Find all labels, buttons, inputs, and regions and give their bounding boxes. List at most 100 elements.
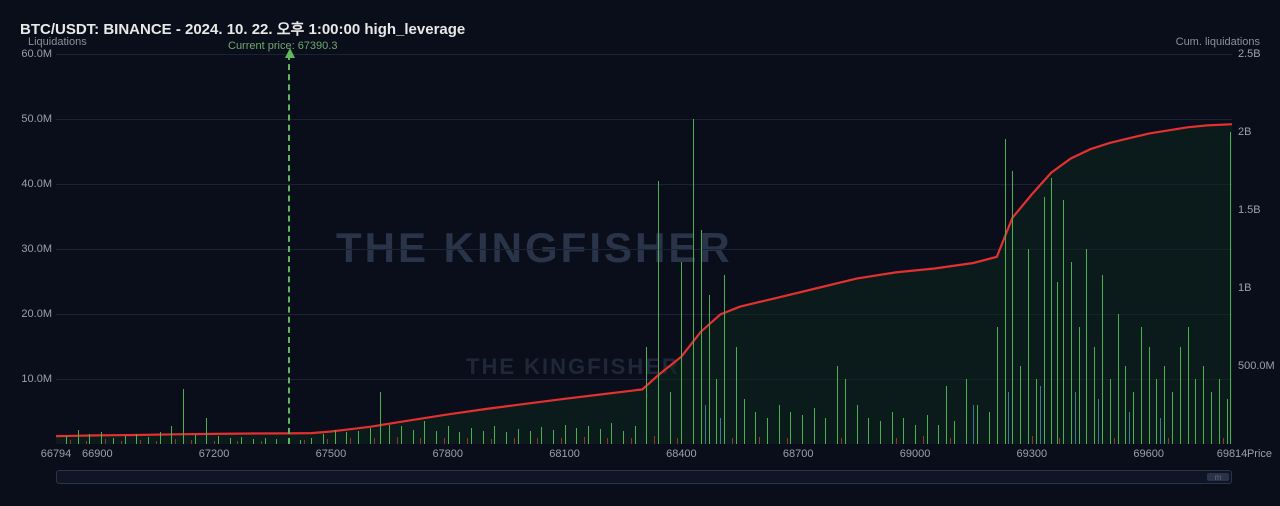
y-right-tick: 500.0M	[1232, 360, 1275, 372]
liquidation-bar	[1008, 392, 1009, 444]
y-left-tick: 10.0M	[21, 373, 56, 385]
liquidation-bar	[759, 437, 760, 444]
liquidation-bar	[300, 440, 301, 444]
arrow-up-icon	[285, 48, 295, 58]
liquidation-bar	[1168, 438, 1169, 445]
liquidation-bar	[880, 421, 881, 444]
liquidation-bar	[401, 426, 402, 444]
liquidation-bar	[459, 432, 460, 444]
liquidation-bar	[494, 426, 495, 444]
x-tick: 68700	[783, 444, 814, 460]
liquidation-bar	[261, 441, 262, 444]
x-tick: 69000	[900, 444, 931, 460]
liquidation-bar	[101, 432, 102, 444]
liquidation-bar	[736, 347, 737, 445]
liquidation-bar	[1211, 392, 1212, 444]
liquidation-bar	[787, 438, 788, 445]
liquidation-bar	[825, 418, 826, 444]
liquidation-bar	[1114, 438, 1115, 445]
liquidation-bar	[541, 427, 542, 444]
liquidation-bar	[927, 415, 928, 444]
liquidation-bar	[397, 437, 398, 444]
liquidation-bar	[989, 412, 990, 445]
liquidation-bar	[530, 431, 531, 444]
liquidation-bar	[374, 438, 375, 445]
liquidation-bar	[997, 327, 998, 444]
liquidation-bar	[611, 423, 612, 444]
liquidation-bar	[966, 379, 967, 444]
liquidation-bar	[506, 432, 507, 444]
liquidation-bar	[584, 437, 585, 444]
liquidation-bar	[1063, 200, 1064, 444]
liquidation-bar	[265, 438, 266, 445]
chart-area[interactable]: THE KINGFISHER THE KINGFISHER Price 10.0…	[56, 54, 1232, 444]
y-right-tick: 2B	[1232, 126, 1251, 138]
x-scrollbar-track[interactable]: m	[56, 470, 1232, 484]
y-left-tick: 50.0M	[21, 113, 56, 125]
liquidation-bar	[1188, 327, 1189, 444]
liquidation-bar	[658, 181, 659, 444]
liquidation-bar	[230, 438, 231, 444]
x-tick: 66794	[41, 444, 72, 460]
liquidation-bar	[483, 431, 484, 444]
liquidation-bar	[304, 440, 305, 444]
liquidation-bar	[436, 431, 437, 444]
liquidation-bar	[241, 437, 242, 444]
liquidation-bar	[420, 438, 421, 445]
liquidation-bar	[125, 436, 126, 444]
liquidation-bar	[136, 434, 137, 444]
liquidation-bar	[635, 426, 636, 444]
liquidation-bar	[1028, 249, 1029, 444]
liquidation-bar	[946, 386, 947, 445]
liquidation-bar	[140, 440, 141, 444]
liquidation-bar	[716, 379, 717, 444]
liquidation-bar	[693, 119, 694, 444]
liquidation-bar	[518, 429, 519, 444]
liquidation-bar	[1079, 327, 1080, 444]
liquidation-bar	[195, 435, 196, 444]
liquidation-bar	[327, 439, 328, 444]
current-price-line	[288, 54, 290, 444]
x-scrollbar-thumb[interactable]: m	[1207, 473, 1229, 481]
liquidation-bar	[1164, 366, 1165, 444]
liquidation-bar	[1195, 379, 1196, 444]
liquidation-bar	[670, 392, 671, 444]
liquidation-bar	[565, 425, 566, 445]
liquidation-bar	[623, 431, 624, 444]
liquidation-bar	[323, 434, 324, 444]
x-tick: 67800	[432, 444, 463, 460]
liquidation-bar	[950, 438, 951, 445]
liquidation-bar	[1057, 282, 1058, 445]
liquidation-bar	[744, 399, 745, 445]
liquidation-bar	[160, 432, 161, 444]
liquidation-bar	[977, 405, 978, 444]
liquidation-bar	[1094, 347, 1095, 445]
liquidation-bar	[1133, 392, 1134, 444]
liquidation-bar	[1230, 132, 1231, 444]
current-price-label: Current price: 67390.3	[228, 40, 337, 52]
liquidation-bar	[857, 405, 858, 444]
liquidation-bar	[1141, 327, 1142, 444]
liquidation-bar	[732, 438, 733, 445]
liquidation-bar	[191, 440, 192, 444]
liquidation-bar	[1223, 438, 1224, 445]
liquidation-bar	[537, 438, 538, 445]
liquidation-bar	[837, 366, 838, 444]
liquidation-bar	[779, 405, 780, 444]
liquidation-bar	[1227, 399, 1228, 445]
liquidation-bar	[448, 426, 449, 444]
liquidation-bar	[1203, 366, 1204, 444]
liquidation-bar	[1086, 249, 1087, 444]
liquidation-bar	[802, 415, 803, 444]
liquidation-bar	[1012, 171, 1013, 444]
cumulative-svg	[56, 54, 1232, 444]
liquidation-bar	[358, 431, 359, 444]
liquidation-bar	[171, 426, 172, 444]
liquidation-bar	[1036, 379, 1037, 444]
liquidation-bar	[335, 430, 336, 444]
liquidation-bar	[66, 436, 67, 444]
x-tick: 69600	[1133, 444, 1164, 460]
liquidation-bar	[1020, 366, 1021, 444]
liquidation-bar	[954, 421, 955, 444]
liquidation-bar	[841, 438, 842, 445]
